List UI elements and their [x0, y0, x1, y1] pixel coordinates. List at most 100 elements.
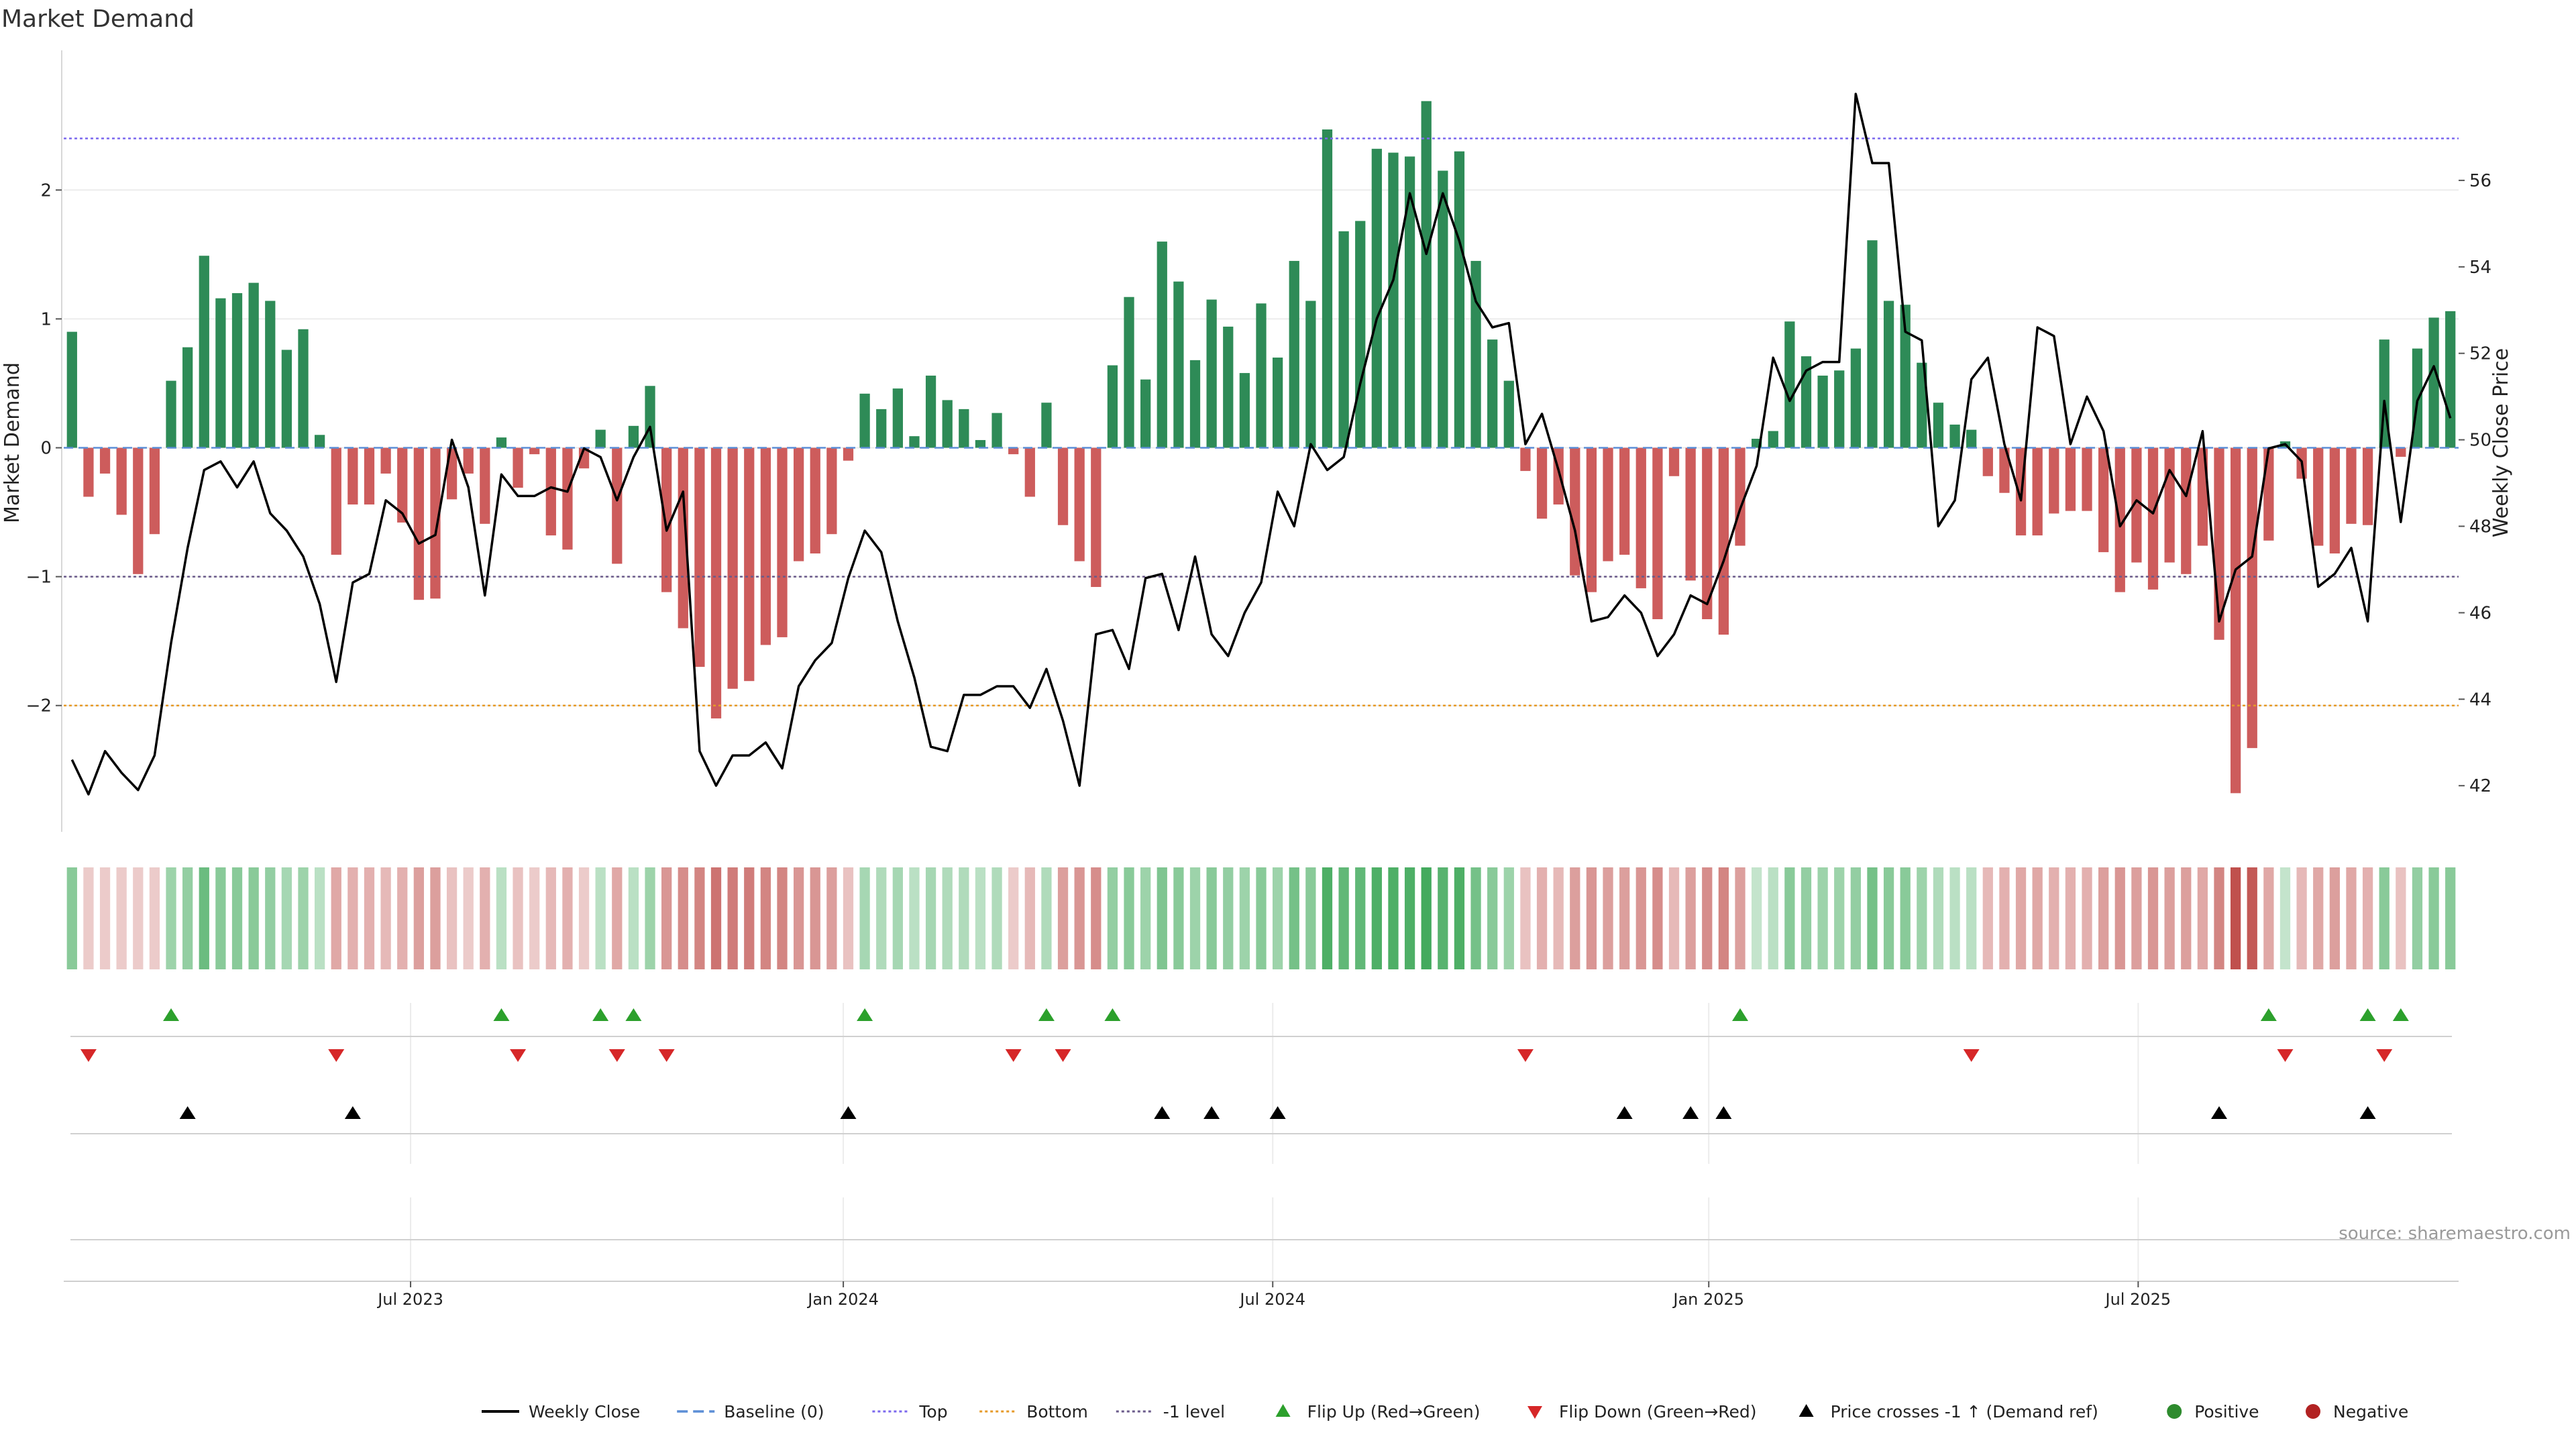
flip-down-marker [608, 1049, 625, 1062]
demand-bar [364, 447, 375, 505]
demand-bar [628, 425, 639, 448]
demand-bar [1107, 365, 1118, 448]
heat-cell [2428, 867, 2439, 969]
heat-cell [760, 867, 771, 969]
heat-cell [1982, 867, 1993, 969]
demand-bar [612, 447, 623, 564]
demand-bar [1338, 231, 1349, 448]
demand-bar [1520, 447, 1531, 472]
demand-bar [2147, 447, 2159, 590]
heat-cell [1883, 867, 1894, 969]
demand-bar [545, 447, 556, 536]
demand-bars [66, 101, 2456, 794]
demand-bar [1305, 301, 1316, 448]
demand-bar [2445, 311, 2456, 448]
heat-cell [83, 867, 94, 969]
heat-cell [942, 867, 953, 969]
demand-bar [1421, 101, 1432, 448]
legend-item: Price crosses -1 ↑ (Demand ref) [1799, 1402, 2098, 1421]
heat-cell [876, 867, 887, 969]
heat-cell [578, 867, 590, 969]
legend-label: Top [918, 1402, 947, 1421]
demand-bar [2181, 447, 2192, 574]
heat-cell [1008, 867, 1019, 969]
demand-bar [1404, 156, 1415, 448]
demand-bar [1272, 358, 1283, 448]
flip-down-marker [1055, 1049, 1071, 1062]
heat-cell [1520, 867, 1531, 969]
heat-cell [661, 867, 672, 969]
demand-bar [1157, 241, 1167, 448]
legend-item: Top [872, 1402, 948, 1421]
heat-cell [1206, 867, 1217, 969]
heat-cell [2114, 867, 2125, 969]
heat-cell [744, 867, 755, 969]
demand-bar [810, 447, 820, 554]
demand-bar [595, 429, 606, 448]
y-tick-label: 1 [40, 309, 52, 329]
demand-bar [215, 298, 226, 448]
demand-bar [925, 375, 936, 448]
legend-label: Baseline (0) [724, 1402, 824, 1421]
heat-cell [331, 867, 341, 969]
heat-cell [281, 867, 292, 969]
flip-down-marker [658, 1049, 675, 1062]
demand-bar [413, 447, 424, 600]
demand-bar [1503, 380, 1514, 448]
demand-bar [645, 386, 655, 448]
heat-cell [199, 867, 209, 969]
price-cross-marker [1682, 1106, 1699, 1119]
demand-bar [2164, 447, 2175, 563]
demand-bar [892, 388, 903, 448]
demand-bar [1223, 326, 1234, 448]
demand-bar [1536, 447, 1548, 519]
heat-cell [1933, 867, 1944, 969]
heat-cell [314, 867, 325, 969]
heat-cell [1421, 867, 1432, 969]
demand-bar [1999, 447, 2010, 493]
heat-cell [2098, 867, 2109, 969]
demand-bar [1487, 339, 1498, 448]
heat-cell [2230, 867, 2241, 969]
demand-bar [1355, 221, 1366, 448]
heat-cell [2181, 867, 2192, 969]
demand-bar [397, 447, 408, 523]
demand-bar [1008, 447, 1019, 455]
demand-bar [463, 447, 474, 474]
legend-item: Flip Down (Green→Red) [1527, 1402, 1757, 1421]
demand-bar [1586, 447, 1597, 592]
heat-cell [612, 867, 623, 969]
heat-cell [1289, 867, 1299, 969]
heat-cell [231, 867, 243, 969]
heat-cell [298, 867, 309, 969]
heat-cell [1091, 867, 1102, 969]
demand-bar [678, 447, 688, 629]
heat-cell [859, 867, 870, 969]
demand-bar [1982, 447, 1993, 476]
heat-cell [2329, 867, 2340, 969]
heat-cell [909, 867, 920, 969]
event-markers [70, 1008, 2452, 1240]
demand-bar [1603, 447, 1613, 561]
demand-bar [430, 447, 441, 599]
demand-bar [991, 413, 1002, 448]
demand-bar [1668, 447, 1680, 476]
demand-bar [1322, 129, 1333, 448]
heat-cell [1834, 867, 1845, 969]
heat-cell [1603, 867, 1613, 969]
flip-up-marker [2392, 1008, 2409, 1021]
heat-cell [1124, 867, 1134, 969]
flip-down-marker [328, 1049, 345, 1062]
heat-cell [777, 867, 788, 969]
heat-cell [2015, 867, 2027, 969]
flip-up-marker [857, 1008, 873, 1021]
flip-down-marker [1963, 1049, 1980, 1062]
demand-bar [1371, 148, 1382, 448]
demand-bar [1933, 402, 1944, 448]
demand-bar [1388, 152, 1399, 448]
demand-bar [1718, 447, 1729, 635]
heat-cell [628, 867, 639, 969]
demand-bar [149, 447, 160, 535]
price-line-layer [70, 93, 2452, 796]
demand-bar [2428, 317, 2439, 448]
